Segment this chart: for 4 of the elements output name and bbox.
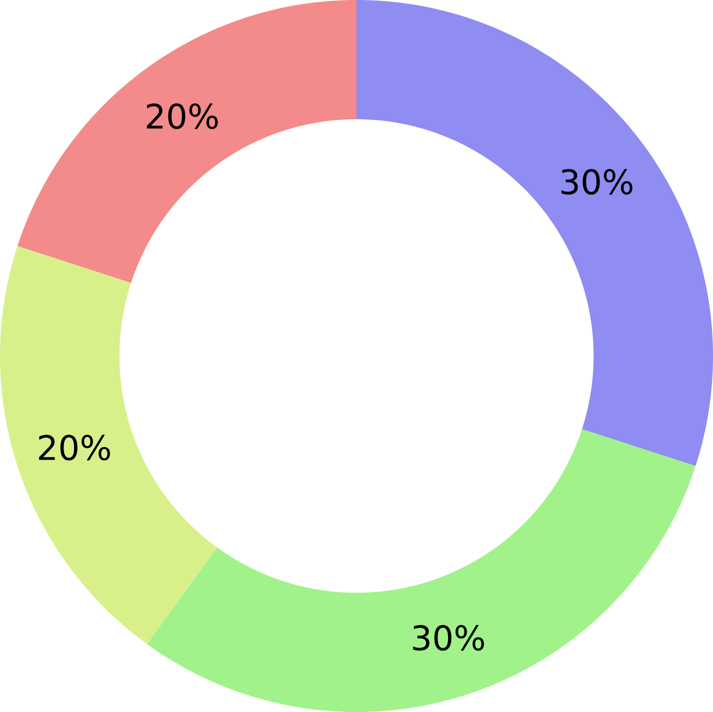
data-label: 30% bbox=[413, 625, 484, 651]
data-label: 20% bbox=[146, 103, 218, 130]
data-label: 30% bbox=[562, 168, 632, 195]
data-label: 20% bbox=[39, 434, 110, 460]
